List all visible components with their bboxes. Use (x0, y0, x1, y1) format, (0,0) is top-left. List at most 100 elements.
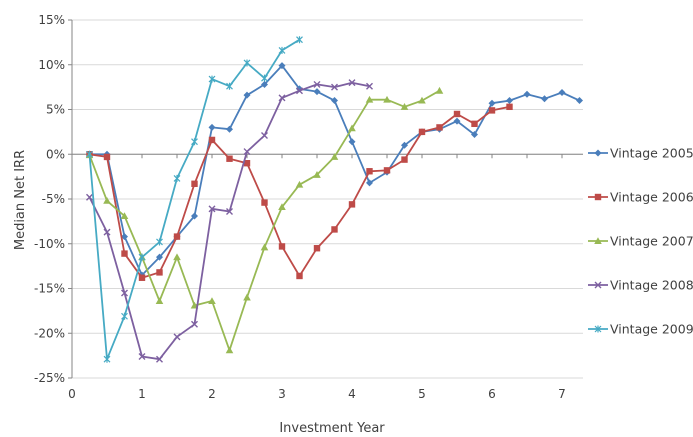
series-vintage-2009 (86, 36, 303, 363)
data-point (400, 103, 409, 110)
data-point (191, 138, 198, 146)
data-point (558, 88, 566, 96)
data-point (278, 62, 286, 70)
y-tick-label: 15% (38, 13, 65, 27)
data-point (594, 193, 602, 201)
data-point (121, 312, 128, 320)
x-tick-label: 6 (488, 387, 496, 401)
data-point (278, 94, 286, 102)
data-point (436, 124, 443, 131)
data-point (453, 110, 461, 118)
data-point (366, 82, 373, 90)
data-point (594, 281, 602, 289)
data-point (120, 212, 129, 220)
x-tick-label: 3 (278, 387, 286, 401)
data-point (156, 269, 163, 276)
data-point (435, 86, 444, 94)
data-point (576, 97, 583, 105)
data-point (348, 138, 356, 146)
data-point (260, 243, 269, 251)
data-point (313, 88, 321, 96)
data-point (383, 167, 391, 174)
data-point (225, 346, 234, 354)
x-tick-label: 1 (138, 387, 146, 401)
legend-item: Vintage 2008 (588, 278, 693, 293)
data-point (365, 95, 374, 103)
data-point (348, 201, 356, 208)
legend-label: Vintage 2006 (610, 190, 693, 205)
data-point (226, 155, 233, 162)
y-tick-label: -5% (42, 192, 65, 206)
data-point (156, 355, 163, 363)
data-point (121, 289, 128, 297)
data-point (173, 233, 181, 240)
y-tick-label: 10% (38, 58, 65, 72)
data-point (138, 353, 146, 361)
data-point (138, 253, 146, 261)
data-point (278, 46, 286, 54)
data-point (313, 245, 321, 252)
data-point (226, 125, 233, 133)
data-point (418, 128, 426, 136)
legend-label: Vintage 2009 (610, 322, 693, 337)
legend-item: Vintage 2005 (588, 146, 693, 161)
data-point (295, 180, 304, 188)
data-point (243, 91, 251, 99)
data-point (594, 325, 602, 333)
data-point (208, 136, 216, 144)
data-point (261, 74, 268, 82)
data-point (594, 149, 602, 157)
data-point (348, 124, 356, 132)
data-point (243, 59, 251, 67)
data-point (86, 193, 93, 201)
data-point (243, 293, 251, 301)
x-tick-label: 0 (68, 387, 76, 401)
data-point (243, 160, 251, 167)
data-point (191, 212, 198, 220)
data-point (331, 226, 338, 233)
data-point (296, 272, 303, 280)
x-tick-label: 4 (348, 387, 356, 401)
legend-item: Vintage 2007 (588, 234, 693, 249)
data-point (156, 253, 163, 261)
data-point (296, 87, 303, 95)
data-point (366, 179, 373, 187)
x-axis-title: Investment Year (279, 421, 385, 436)
data-point (331, 97, 338, 105)
data-point (418, 96, 426, 104)
legend: Vintage 2005 Vintage 2006 Vintage 2007 Vint… (588, 146, 693, 337)
data-point (330, 153, 339, 160)
data-point (261, 199, 268, 206)
data-point (453, 117, 461, 125)
y-axis-title: Median Net IRR (13, 150, 28, 250)
data-point (243, 148, 251, 156)
data-point (594, 237, 602, 244)
data-point (313, 171, 321, 178)
data-point (278, 203, 286, 211)
tick-labels: -25% -20% -15% -10% -5% 0% 5% 10% 15% 0 1 2 3 4 5 6 7 (34, 13, 566, 401)
data-point (523, 90, 531, 98)
y-tick-label: -20% (34, 326, 65, 340)
axes (68, 19, 583, 379)
data-point (278, 243, 286, 250)
data-point (208, 123, 216, 131)
data-point (103, 355, 111, 363)
data-point (506, 103, 513, 111)
data-point (541, 95, 548, 103)
y-tick-label: -15% (34, 282, 65, 296)
data-point (331, 83, 338, 91)
data-point (103, 153, 111, 161)
data-point (208, 75, 216, 83)
data-point (121, 233, 128, 241)
data-point (155, 297, 164, 305)
data-point (261, 131, 268, 139)
legend-label: Vintage 2005 (610, 146, 693, 161)
legend-label: Vintage 2007 (610, 234, 693, 249)
y-tick-label: 5% (46, 103, 65, 117)
y-tick-label: 0% (46, 147, 65, 161)
data-point (103, 196, 111, 204)
data-point (173, 333, 181, 341)
